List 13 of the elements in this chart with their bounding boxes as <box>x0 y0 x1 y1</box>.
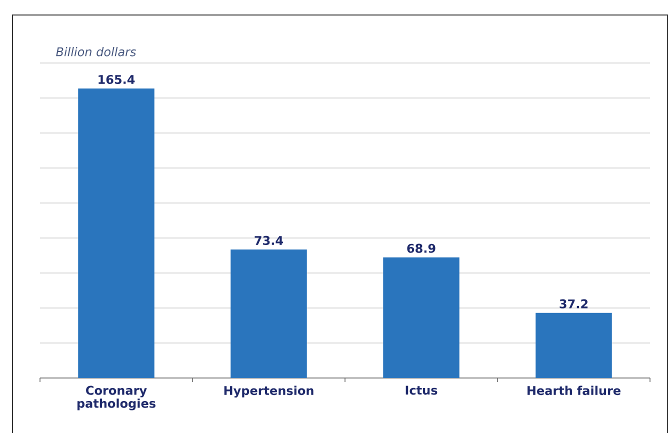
data-label: 73.4 <box>254 236 284 246</box>
x-tick-label: Ictus <box>406 386 438 395</box>
x-tick-label: Hearth failure <box>528 386 620 396</box>
x-tick-label: Coronary pathologies <box>77 386 156 410</box>
bar <box>230 250 307 378</box>
bar <box>383 257 460 378</box>
data-label: 165.4 <box>98 74 135 84</box>
bar <box>536 312 612 378</box>
data-label: 37.2 <box>560 299 588 308</box>
bar <box>78 88 154 378</box>
x-tick-label: Hypertension <box>224 386 314 398</box>
data-label: 68.9 <box>407 244 436 253</box>
y-axis-title: Billion dollars <box>56 47 136 56</box>
